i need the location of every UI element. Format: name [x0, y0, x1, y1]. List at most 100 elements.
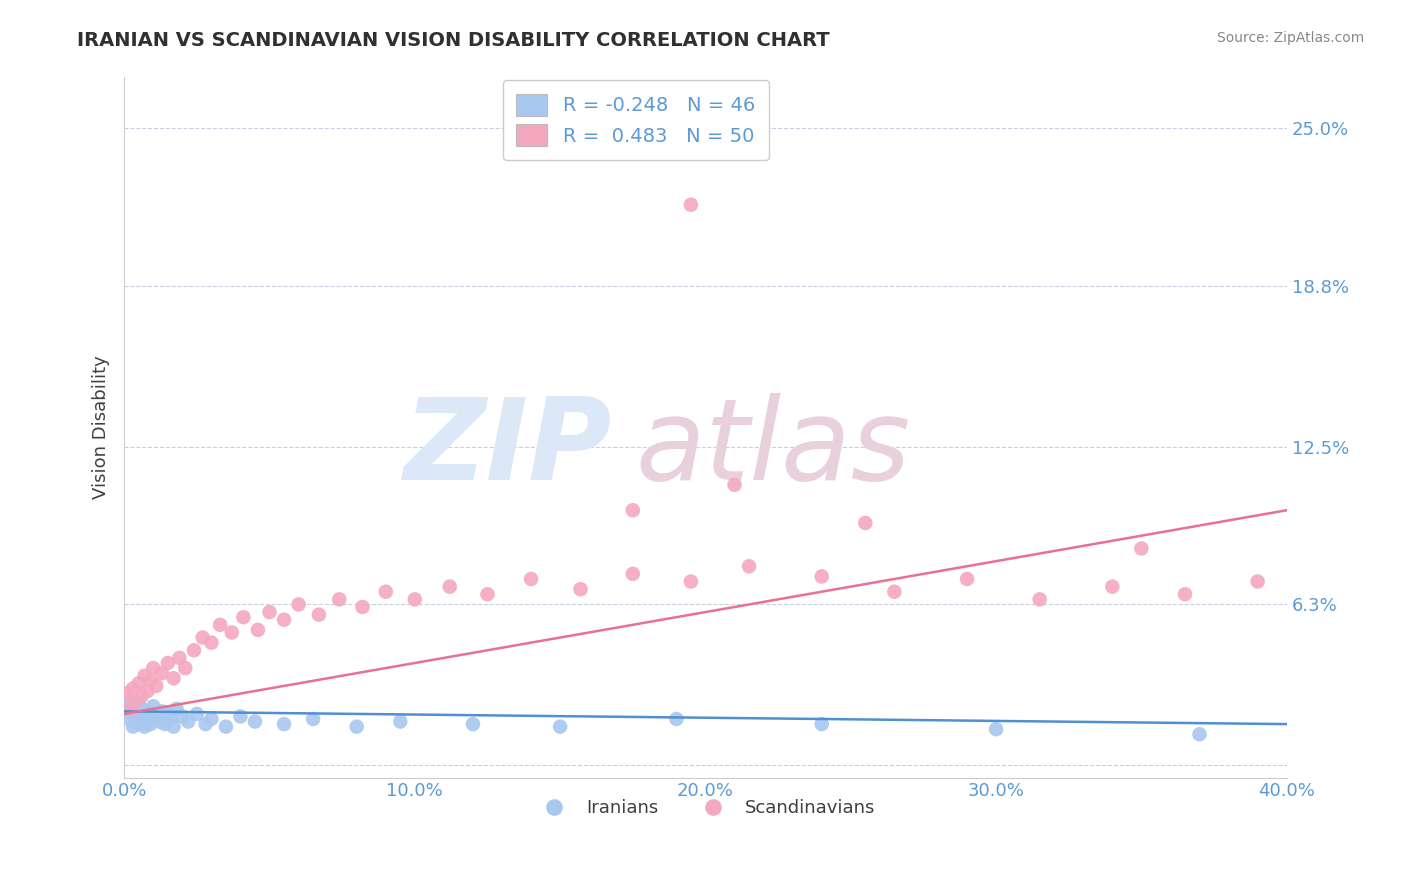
- Point: [352, 599, 374, 614]
- Point: [209, 617, 232, 632]
- Point: [1246, 574, 1268, 589]
- Point: [145, 709, 167, 723]
- Text: atlas: atlas: [636, 393, 911, 504]
- Point: [679, 574, 702, 589]
- Point: [118, 702, 141, 716]
- Point: [169, 651, 191, 665]
- Point: [200, 635, 222, 649]
- Point: [191, 631, 214, 645]
- Point: [128, 697, 150, 711]
- Point: [131, 689, 153, 703]
- Point: [1188, 727, 1211, 741]
- Point: [142, 661, 165, 675]
- Point: [273, 717, 295, 731]
- Point: [148, 714, 170, 729]
- Point: [1101, 580, 1123, 594]
- Point: [810, 717, 832, 731]
- Point: [229, 709, 252, 723]
- Point: [156, 656, 179, 670]
- Point: [142, 712, 165, 726]
- Point: [346, 720, 368, 734]
- Point: [569, 582, 592, 596]
- Point: [128, 676, 150, 690]
- Point: [243, 714, 266, 729]
- Point: [166, 702, 188, 716]
- Point: [1174, 587, 1197, 601]
- Point: [328, 592, 350, 607]
- Point: [139, 717, 162, 731]
- Point: [134, 720, 156, 734]
- Point: [287, 598, 309, 612]
- Point: [118, 712, 141, 726]
- Point: [139, 706, 162, 721]
- Point: [134, 712, 156, 726]
- Y-axis label: Vision Disability: Vision Disability: [93, 356, 110, 500]
- Point: [131, 709, 153, 723]
- Point: [883, 584, 905, 599]
- Point: [548, 720, 571, 734]
- Point: [621, 566, 644, 581]
- Point: [139, 673, 162, 688]
- Point: [122, 706, 145, 721]
- Point: [389, 714, 412, 729]
- Point: [302, 712, 325, 726]
- Point: [177, 714, 200, 729]
- Point: [723, 477, 745, 491]
- Point: [125, 694, 148, 708]
- Point: [232, 610, 254, 624]
- Point: [186, 706, 208, 721]
- Point: [738, 559, 761, 574]
- Point: [115, 687, 138, 701]
- Text: Source: ZipAtlas.com: Source: ZipAtlas.com: [1216, 31, 1364, 45]
- Text: ZIP: ZIP: [404, 393, 613, 504]
- Point: [956, 572, 979, 586]
- Point: [461, 717, 484, 731]
- Point: [1028, 592, 1050, 607]
- Point: [122, 681, 145, 696]
- Point: [115, 702, 138, 716]
- Legend: Iranians, Scandinavians: Iranians, Scandinavians: [529, 792, 883, 824]
- Point: [128, 704, 150, 718]
- Point: [200, 712, 222, 726]
- Point: [259, 605, 281, 619]
- Point: [122, 720, 145, 734]
- Point: [150, 666, 173, 681]
- Point: [810, 569, 832, 583]
- Point: [246, 623, 269, 637]
- Point: [142, 699, 165, 714]
- Point: [156, 706, 179, 721]
- Text: IRANIAN VS SCANDINAVIAN VISION DISABILITY CORRELATION CHART: IRANIAN VS SCANDINAVIAN VISION DISABILIT…: [77, 31, 830, 50]
- Point: [183, 643, 205, 657]
- Point: [162, 720, 184, 734]
- Point: [984, 722, 1007, 736]
- Point: [131, 702, 153, 716]
- Point: [125, 714, 148, 729]
- Point: [145, 679, 167, 693]
- Point: [136, 684, 159, 698]
- Point: [136, 704, 159, 718]
- Point: [128, 717, 150, 731]
- Point: [221, 625, 243, 640]
- Point: [159, 712, 181, 726]
- Point: [439, 580, 461, 594]
- Point: [273, 613, 295, 627]
- Point: [162, 671, 184, 685]
- Point: [174, 661, 197, 675]
- Point: [520, 572, 543, 586]
- Point: [1130, 541, 1153, 556]
- Point: [134, 669, 156, 683]
- Point: [621, 503, 644, 517]
- Point: [125, 699, 148, 714]
- Point: [404, 592, 426, 607]
- Point: [665, 712, 688, 726]
- Point: [477, 587, 499, 601]
- Point: [194, 717, 217, 731]
- Point: [679, 198, 702, 212]
- Point: [308, 607, 330, 622]
- Point: [118, 694, 141, 708]
- Point: [853, 516, 876, 530]
- Point: [136, 714, 159, 729]
- Point: [150, 704, 173, 718]
- Point: [153, 717, 176, 731]
- Point: [172, 709, 194, 723]
